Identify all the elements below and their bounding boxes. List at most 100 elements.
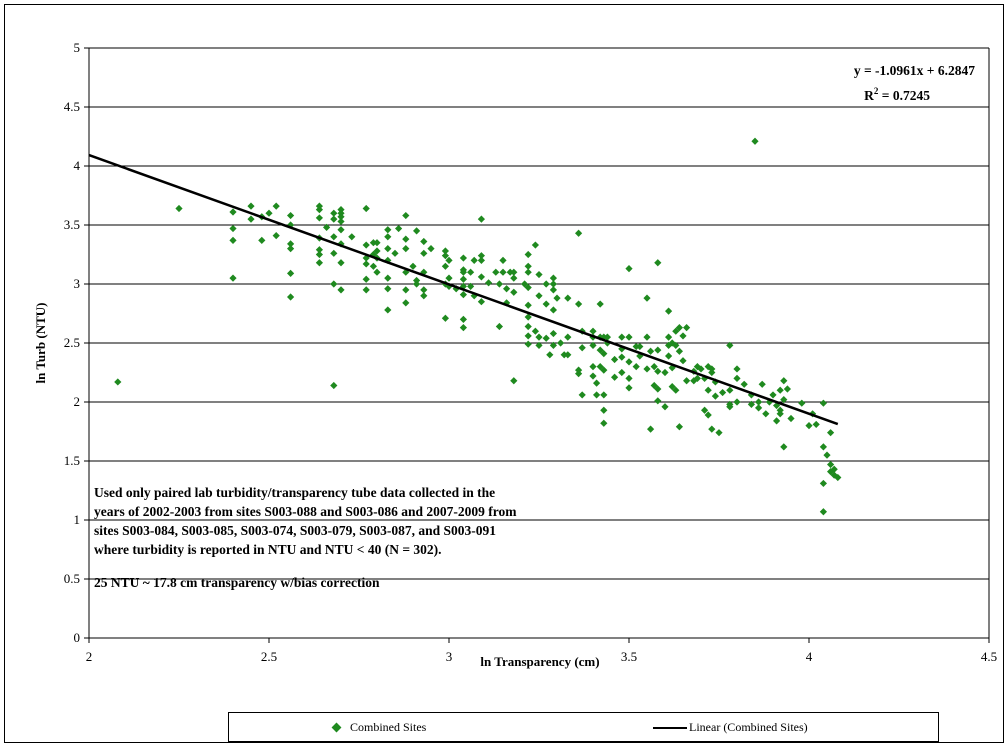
x-tick-label: 3	[446, 649, 453, 664]
data-point	[643, 294, 651, 302]
data-point	[287, 211, 295, 220]
data-point	[549, 329, 557, 338]
data-point	[827, 460, 835, 469]
data-point	[535, 270, 543, 279]
data-point	[593, 391, 601, 399]
data-point	[427, 245, 435, 253]
data-point	[596, 363, 604, 371]
data-point	[701, 406, 709, 414]
data-point	[549, 341, 557, 349]
data-point	[395, 224, 403, 233]
data-point	[726, 341, 734, 349]
data-point	[337, 259, 345, 267]
data-point	[384, 226, 392, 234]
x-tick-label: 4	[806, 649, 813, 664]
data-point	[287, 221, 295, 229]
y-tick-label: 4.5	[64, 99, 80, 114]
data-point	[762, 410, 770, 418]
data-point	[780, 443, 788, 451]
data-point	[636, 352, 644, 360]
data-point	[625, 358, 633, 366]
data-point	[362, 241, 370, 249]
data-point	[531, 241, 539, 249]
data-point	[287, 293, 295, 301]
y-tick-label: 2.5	[64, 335, 80, 350]
data-point	[441, 262, 449, 270]
data-point	[780, 377, 788, 385]
data-point	[477, 215, 485, 223]
data-point	[524, 332, 532, 340]
data-point	[589, 341, 597, 349]
data-point	[348, 233, 356, 241]
data-point	[402, 245, 410, 253]
data-point	[549, 280, 557, 288]
data-point	[600, 406, 608, 414]
data-point	[420, 249, 428, 257]
data-point	[362, 254, 370, 262]
data-point	[769, 391, 777, 399]
data-point	[783, 385, 791, 393]
data-point	[524, 283, 532, 292]
data-point	[589, 372, 597, 380]
data-point	[477, 298, 485, 306]
data-point	[362, 204, 370, 213]
data-point	[819, 399, 827, 407]
data-point	[384, 256, 392, 264]
data-points	[114, 137, 842, 516]
data-point	[337, 286, 345, 294]
data-point	[524, 313, 532, 321]
data-point	[402, 235, 410, 243]
data-point	[830, 471, 838, 479]
data-point	[531, 327, 539, 335]
data-point	[618, 353, 626, 361]
trendline-path	[88, 153, 839, 426]
y-tick-label: 3.5	[64, 217, 80, 232]
data-point	[665, 333, 673, 341]
data-point	[654, 385, 662, 393]
data-point	[459, 315, 467, 323]
data-point	[596, 346, 604, 354]
data-point	[611, 355, 619, 364]
data-point	[679, 357, 687, 365]
data-point	[596, 333, 604, 341]
data-point	[650, 363, 658, 371]
data-point	[330, 209, 338, 217]
data-point	[315, 214, 323, 222]
note-line-1: Used only paired lab turbidity/transpare…	[94, 485, 495, 500]
data-point	[229, 208, 237, 216]
data-point	[535, 341, 543, 349]
data-point	[229, 236, 237, 244]
data-point	[384, 274, 392, 282]
data-point	[661, 368, 669, 377]
data-point	[600, 391, 608, 399]
y-axis-label: ln Turb (NTU)	[33, 303, 48, 384]
data-point	[704, 363, 712, 371]
data-point	[578, 344, 586, 352]
data-point	[564, 351, 572, 359]
data-point	[701, 374, 709, 382]
data-point	[542, 334, 550, 342]
data-point	[384, 233, 392, 241]
data-point	[467, 282, 475, 290]
data-point	[445, 274, 453, 282]
data-point	[495, 280, 503, 288]
data-point	[175, 204, 183, 213]
data-point	[593, 379, 601, 387]
data-point	[362, 260, 370, 268]
data-point	[373, 247, 381, 255]
data-point	[402, 211, 410, 220]
data-point	[683, 324, 691, 332]
data-point	[337, 226, 345, 234]
x-axis-label: ln Transparency (cm)	[480, 654, 599, 669]
data-point	[611, 373, 619, 381]
data-point	[470, 256, 478, 264]
data-point	[459, 324, 467, 332]
data-point	[459, 254, 467, 262]
note-line-3: sites S003-084, S003-085, S003-074, S003…	[94, 523, 496, 538]
data-point	[600, 366, 608, 374]
data-point	[402, 286, 410, 294]
data-point	[751, 137, 759, 145]
data-point	[413, 227, 421, 235]
data-point	[827, 429, 835, 437]
data-point	[495, 322, 503, 331]
